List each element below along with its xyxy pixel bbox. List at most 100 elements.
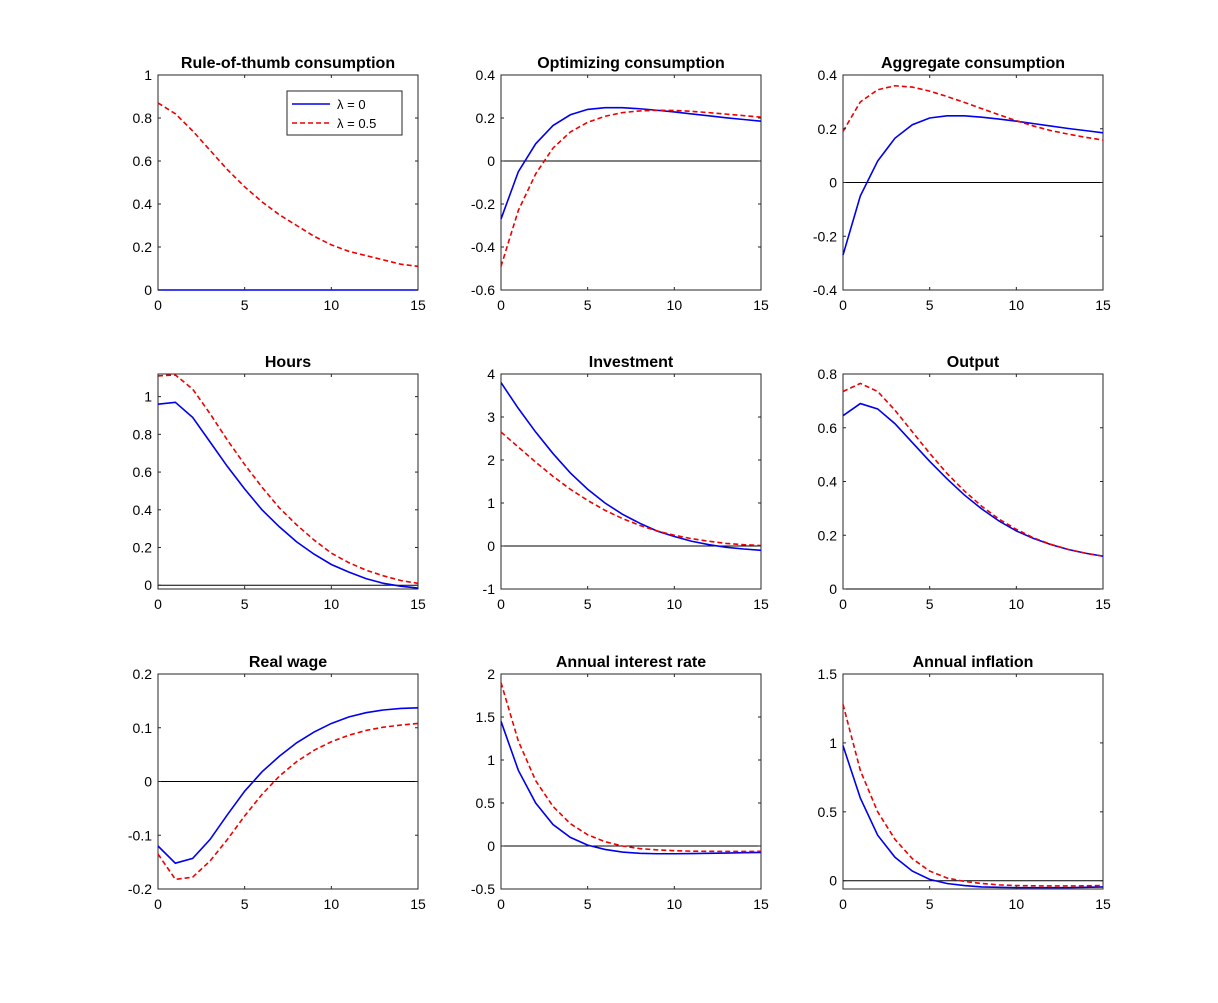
y-tick-label: 0.4 [133, 196, 153, 212]
series-line-lambda0 [842, 115, 1104, 256]
y-tick-label: 0 [144, 774, 152, 790]
y-tick-label: -0.2 [813, 228, 837, 244]
y-tick-label: 0.2 [133, 666, 153, 682]
y-tick-label: 0.5 [818, 804, 838, 820]
y-tick-label: -0.2 [471, 196, 495, 212]
y-tick-label: 0 [487, 838, 495, 854]
series-line-lambda0 [500, 106, 762, 220]
series-line-lambda05 [500, 109, 762, 267]
x-tick-label: 10 [1009, 596, 1025, 612]
y-tick-label: 0.4 [818, 474, 838, 490]
subplot-title: Output [947, 354, 1000, 371]
subplot-title: Optimizing consumption [537, 55, 725, 72]
series-line-lambda0 [842, 745, 1104, 889]
y-tick-label: 0 [829, 581, 837, 597]
y-tick-label: 0.4 [476, 67, 496, 83]
y-tick-label: 0.1 [133, 720, 153, 736]
y-tick-label: 0 [144, 282, 152, 298]
x-tick-label: 15 [753, 297, 769, 313]
subplot-title: Investment [589, 354, 674, 371]
subplot-4: 0 5 10 15 0 0.2 0.4 0.6 0.8 1 Hours [133, 354, 426, 612]
x-tick-label: 15 [410, 896, 426, 912]
y-tick-label: -0.1 [128, 827, 152, 843]
y-tick-label: 0.8 [818, 366, 838, 382]
y-tick-label: 0.4 [133, 502, 153, 518]
legend-label-lambda05: λ = 0.5 [337, 116, 376, 131]
x-tick-label: 0 [497, 896, 505, 912]
x-tick-label: 10 [324, 297, 340, 313]
subplot-title: Annual interest rate [556, 654, 706, 671]
x-tick-label: 10 [324, 596, 340, 612]
series-line-lambda0 [500, 382, 762, 552]
y-tick-label: 0.6 [818, 420, 838, 436]
x-tick-label: 10 [667, 297, 683, 313]
axes-box [157, 373, 419, 590]
series-line-lambda05 [500, 682, 762, 853]
x-tick-label: 10 [1009, 896, 1025, 912]
x-tick-label: 15 [1095, 896, 1111, 912]
x-tick-label: 0 [154, 596, 162, 612]
y-tick-label: 0 [487, 538, 495, 554]
axes-box [500, 74, 762, 291]
x-tick-label: 10 [1009, 297, 1025, 313]
legend-box [286, 90, 403, 136]
x-tick-label: 5 [241, 596, 249, 612]
subplot-title: Real wage [249, 654, 327, 671]
subplot-title: Hours [265, 354, 311, 371]
y-tick-label: 0.2 [133, 239, 153, 255]
y-tick-label: 0.2 [818, 121, 838, 137]
y-tick-label: -0.2 [128, 881, 152, 897]
x-tick-label: 15 [410, 297, 426, 313]
y-tick-label: 4 [487, 366, 495, 382]
y-tick-label: -1 [483, 581, 496, 597]
subplot-3: 0 5 10 15 -0.4 -0.2 0 0.2 0.4 Aggregate consumpti… [813, 55, 1111, 313]
y-tick-label: 0.5 [476, 795, 496, 811]
subplot-1: 0 5 10 15 0 0.2 0.4 0.6 0.8 1 Rule-of-thumb consum… [133, 55, 426, 313]
y-tick-label: -0.4 [813, 282, 837, 298]
series-line-lambda05 [500, 431, 762, 547]
series-line-lambda05 [157, 722, 419, 881]
y-tick-label: 1 [487, 495, 495, 511]
y-tick-label: 2 [487, 452, 495, 468]
y-tick-label: 0.2 [133, 540, 153, 556]
x-tick-label: 0 [497, 297, 505, 313]
axes-box [500, 373, 762, 590]
y-tick-label: 2 [487, 666, 495, 682]
series-line-lambda05 [842, 704, 1104, 887]
y-tick-label: 0.6 [133, 153, 153, 169]
x-tick-label: 15 [753, 896, 769, 912]
y-tick-label: 0 [829, 175, 837, 191]
x-tick-label: 15 [410, 596, 426, 612]
y-tick-label: 1 [487, 752, 495, 768]
x-tick-label: 15 [753, 596, 769, 612]
series-line-lambda05 [157, 102, 419, 268]
x-tick-label: 5 [584, 297, 592, 313]
x-tick-label: 5 [926, 297, 934, 313]
y-tick-label: 1.5 [818, 666, 838, 682]
subplot-title: Annual inflation [913, 654, 1034, 671]
x-tick-label: 5 [584, 596, 592, 612]
x-tick-label: 5 [584, 896, 592, 912]
series-line-lambda05 [842, 382, 1104, 557]
x-tick-label: 5 [241, 896, 249, 912]
legend-label-lambda0: λ = 0 [337, 97, 366, 112]
y-tick-label: 1.5 [476, 709, 496, 725]
x-tick-label: 15 [1095, 297, 1111, 313]
y-tick-label: 1 [144, 67, 152, 83]
y-tick-label: 1 [829, 735, 837, 751]
series-line-lambda0 [500, 721, 762, 855]
y-tick-label: 0.6 [133, 464, 153, 480]
subplot-2: 0 5 10 15 -0.6 -0.4 -0.2 0 0.2 0.4 Optimizing cons… [471, 55, 769, 313]
y-tick-label: 0.8 [133, 426, 153, 442]
y-tick-label: 1 [144, 389, 152, 405]
y-tick-label: 0.2 [818, 527, 838, 543]
x-tick-label: 10 [667, 896, 683, 912]
x-tick-label: 10 [667, 596, 683, 612]
y-tick-label: -0.6 [471, 282, 495, 298]
y-tick-label: -0.5 [471, 881, 495, 897]
x-tick-label: 0 [839, 896, 847, 912]
x-tick-label: 5 [926, 896, 934, 912]
y-tick-label: 0 [829, 873, 837, 889]
